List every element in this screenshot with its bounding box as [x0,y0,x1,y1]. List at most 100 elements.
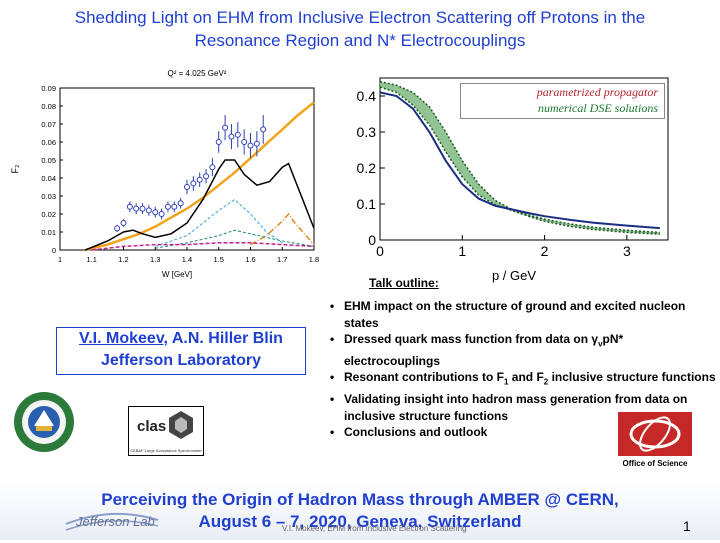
dse-band [380,81,660,235]
x-tick-label: 1.8 [309,255,319,264]
x-tick-label: 1.1 [87,255,97,264]
y-tick-label: 0.08 [41,102,56,111]
authors-box: V.I. Mokeev, A.N. Hiller Blin Jefferson … [56,327,306,375]
y-tick-label: 0.09 [41,84,56,93]
data-point [203,173,210,180]
data-point [190,180,197,187]
footer-conference: Perceiving the Origin of Hadron Mass thr… [0,489,720,533]
data-point [120,220,127,226]
y-tick-label: 0.06 [41,138,56,147]
x-tick-label: 1.4 [182,255,192,264]
x-axis-label: W [GeV] [162,270,192,279]
y-tick-label: 0.01 [41,228,56,237]
data-point [247,142,254,149]
clas-hexagon-icon: clas [137,411,193,439]
y-tick-label: 0 [368,232,376,248]
data-point [222,124,229,131]
y-tick-label: 0.02 [41,210,56,219]
x-tick-label: 1.6 [245,255,255,264]
data-point [158,211,165,217]
svg-text:Jefferson Lab: Jefferson Lab [75,514,155,529]
clas-logo: clas CEBAF Large Acceptance Spectrometer [128,406,204,456]
x-tick-label: 1 [58,255,62,264]
footer-line-1: Perceiving the Origin of Hadron Mass thr… [101,490,619,509]
swirl-icon [618,412,692,456]
series-line-solid-black [85,159,315,251]
data-point [114,225,121,232]
y-tick-label: 0.3 [357,124,377,140]
data-point [171,203,178,210]
y-tick-label: 0.4 [357,88,377,104]
footer-line-2: August 6 – 7, 2020, Geneva, Switzerland [198,512,522,531]
jlab-swoosh-icon: Jefferson Lab [65,512,159,531]
plot-frame [59,87,315,251]
data-point [241,139,248,145]
legend-parametrized-propagator: parametrized propagator [536,85,658,99]
outline-item: Conclusions and outlook [330,424,718,441]
talk-outline-heading: Talk outline: [369,276,439,290]
y-tick-label: 0.07 [41,120,56,129]
x-tick-label: 0 [376,243,384,259]
data-point [126,203,133,210]
page-number: 1 [683,518,691,534]
x-tick-label: 1.3 [150,255,160,264]
slide-title: Shedding Light on EHM from Inclusive Ele… [0,6,720,52]
chart-legend: parametrized propagator numerical DSE so… [460,83,665,119]
x-tick-label: 1.2 [118,255,128,264]
outline-item: Resonant contributions to F1 and F2 incl… [330,369,718,391]
x-tick-label: 2 [541,243,549,259]
author-name-underlined: V.I. Mokeev [79,330,164,347]
author-names: , A.N. Hiller Blin [163,330,283,347]
data-point [145,207,152,214]
y-tick-label: 0.05 [41,156,56,165]
dse-lower-line [379,86,660,235]
data-point [234,131,241,138]
legend-dse-solutions: numerical DSE solutions [538,101,658,115]
affiliation: Jefferson Laboratory [100,352,262,369]
data-point [164,203,171,210]
data-point [184,184,190,190]
data-point [196,176,203,183]
clas-caption: CEBAF Large Acceptance Spectrometer [130,448,202,453]
series-line-solid-orange [85,101,315,252]
data-point [228,133,235,140]
data-point [177,200,184,207]
outline-item: EHM impact on the structure of ground an… [330,298,718,331]
footer-band [0,480,720,540]
data-point [215,139,222,145]
y-tick-label: 0.04 [41,174,56,183]
data-point [139,205,146,212]
office-of-science-logo: Office of Science [618,412,692,470]
series-line-dashed-teal [155,229,315,249]
x-axis-label: p / GeV [492,268,536,283]
data-point [152,209,159,216]
y-axis-label: F₂ [10,164,20,173]
jlab-logo: Jefferson Lab [62,504,162,538]
footer-small-text: V.I. Mokeev, EHM from Inclusive Electron… [282,524,467,533]
series-line-dashed-cyan [155,198,283,247]
series-line-dashdot-orange [250,212,315,246]
data-point [209,164,216,171]
y-tick-label: 0.2 [357,160,377,176]
propagator-line [379,91,660,230]
outline-item: Dressed quark mass function from data on… [330,331,718,369]
clas-wordmark: clas [137,418,166,435]
data-point [253,140,260,147]
x-tick-label: 1 [458,243,466,259]
title-line-1: Shedding Light on EHM from Inclusive Ele… [74,8,646,27]
y-tick-label: 0.03 [41,192,56,201]
x-tick-label: 1.5 [214,255,224,264]
data-point [133,205,140,212]
plot-frame [379,77,669,241]
y-tick-label: 0.1 [357,196,377,212]
x-tick-label: 1.7 [277,255,287,264]
y-tick-label: 0 [52,246,56,255]
title-line-2: Resonance Region and N* Electrocouplings [194,31,526,50]
doe-seal-icon [14,392,74,452]
data-point [260,126,267,133]
f2-chart: Q² = 4.025 GeV² 1 1.1 1.2 1.3 1.4 1.5 1.6 1.7 1.8… [10,69,319,279]
outline-item: Validating insight into hadron mass gene… [330,391,718,424]
x-tick-label: 3 [623,243,631,259]
chart-title: Q² = 4.025 GeV² [168,69,227,78]
